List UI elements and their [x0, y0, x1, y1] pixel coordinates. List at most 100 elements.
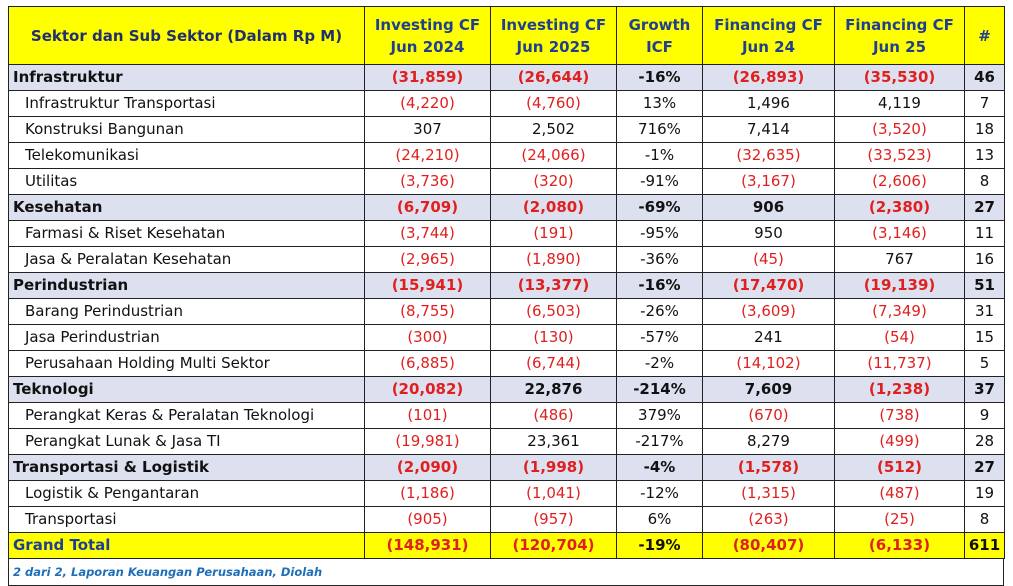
- icf-2024-cell: (19,981): [364, 428, 491, 455]
- icf-2025-cell: (6,503): [490, 298, 617, 325]
- icf-2024-cell: (3,736): [364, 168, 491, 195]
- fcf-24-cell: 950: [702, 220, 835, 247]
- sector-row: Transportasi & Logistik (2,090) (1,998) -4%…: [8, 454, 1005, 481]
- fcf-24-cell: 906: [702, 194, 835, 221]
- fcf-24-cell: (3,167): [702, 168, 835, 195]
- fcf-24-cell: (670): [702, 402, 835, 429]
- fcf-24-cell: (45): [702, 246, 835, 273]
- header-fcf-24-line1: Financing CF: [714, 15, 823, 34]
- growth-cell: -69%: [616, 194, 703, 221]
- fcf-25-cell: 767: [834, 246, 965, 273]
- growth-cell: 13%: [616, 90, 703, 117]
- fcf-24-cell: 241: [702, 324, 835, 351]
- icf-2025-cell: (26,644): [490, 64, 617, 91]
- icf-2025-cell: (120,704): [490, 532, 617, 559]
- sector-name-cell: Kesehatan: [8, 194, 365, 221]
- icf-2024-cell: (6,709): [364, 194, 491, 221]
- sector-name-cell: Teknologi: [8, 376, 365, 403]
- fcf-25-cell: (3,520): [834, 116, 965, 143]
- fcf-25-cell: (3,146): [834, 220, 965, 247]
- icf-2025-cell: (6,744): [490, 350, 617, 377]
- fcf-25-cell: (11,737): [834, 350, 965, 377]
- growth-cell: -16%: [616, 64, 703, 91]
- growth-cell: 716%: [616, 116, 703, 143]
- icf-2024-cell: (6,885): [364, 350, 491, 377]
- count-cell: 15: [964, 324, 1005, 351]
- header-growth-line1: Growth: [628, 15, 691, 34]
- fcf-25-cell: (2,606): [834, 168, 965, 195]
- subsector-row: Transportasi (905) (957) 6% (263) (25) 8: [8, 506, 1005, 533]
- header-icf-2025-line1: Investing CF: [500, 15, 607, 34]
- sector-name-cell: Perangkat Lunak & Jasa TI: [8, 428, 365, 455]
- header-icf-2024-line1: Investing CF: [374, 15, 481, 34]
- growth-cell: -1%: [616, 142, 703, 169]
- count-cell: 37: [964, 376, 1005, 403]
- icf-2025-cell: 2,502: [490, 116, 617, 143]
- fcf-24-cell: (3,609): [702, 298, 835, 325]
- header-fcf-24-line2: Jun 24: [741, 37, 796, 56]
- subsector-row: Perangkat Lunak & Jasa TI (19,981) 23,361-…: [8, 428, 1005, 455]
- subsector-row: Perusahaan Holding Multi Sektor (6,885) (6…: [8, 350, 1005, 377]
- growth-cell: -2%: [616, 350, 703, 377]
- icf-2024-cell: (101): [364, 402, 491, 429]
- fcf-24-cell: 7,414: [702, 116, 835, 143]
- header-icf-2024: Investing CF Jun 2024: [364, 6, 491, 65]
- icf-2024-cell: (24,210): [364, 142, 491, 169]
- icf-2025-cell: 22,876: [490, 376, 617, 403]
- growth-cell: -36%: [616, 246, 703, 273]
- fcf-24-cell: 8,279: [702, 428, 835, 455]
- icf-2025-cell: (1,890): [490, 246, 617, 273]
- icf-2025-cell: (130): [490, 324, 617, 351]
- icf-2024-cell: (3,744): [364, 220, 491, 247]
- growth-cell: -19%: [616, 532, 703, 559]
- count-cell: 9: [964, 402, 1005, 429]
- count-cell: 27: [964, 194, 1005, 221]
- growth-cell: 379%: [616, 402, 703, 429]
- subsector-row: Infrastruktur Transportasi (4,220) (4,760)…: [8, 90, 1005, 117]
- fcf-24-cell: (32,635): [702, 142, 835, 169]
- icf-2025-cell: (24,066): [490, 142, 617, 169]
- icf-2024-cell: 307: [364, 116, 491, 143]
- table-body: Infrastruktur (31,859) (26,644) -16% (26,893…: [8, 64, 1005, 559]
- fcf-25-cell: (512): [834, 454, 965, 481]
- header-growth-line2: ICF: [646, 37, 673, 56]
- sector-name-cell: Logistik & Pengantaran: [8, 480, 365, 507]
- growth-cell: -26%: [616, 298, 703, 325]
- header-fcf-25-line2: Jun 25: [872, 37, 927, 56]
- count-cell: 19: [964, 480, 1005, 507]
- sector-name-cell: Barang Perindustrian: [8, 298, 365, 325]
- header-fcf-25: Financing CF Jun 25: [834, 6, 965, 65]
- icf-2024-cell: (905): [364, 506, 491, 533]
- sector-name-cell: Infrastruktur Transportasi: [8, 90, 365, 117]
- icf-2025-cell: 23,361: [490, 428, 617, 455]
- icf-2025-cell: (957): [490, 506, 617, 533]
- fcf-25-cell: 4,119: [834, 90, 965, 117]
- growth-cell: -217%: [616, 428, 703, 455]
- icf-2024-cell: (20,082): [364, 376, 491, 403]
- subsector-row: Konstruksi Bangunan 307 2,502 716% 7,414 (3,5…: [8, 116, 1005, 143]
- icf-2025-cell: (13,377): [490, 272, 617, 299]
- fcf-25-cell: (25): [834, 506, 965, 533]
- count-cell: 31: [964, 298, 1005, 325]
- growth-cell: -91%: [616, 168, 703, 195]
- sector-name-cell: Jasa Perindustrian: [8, 324, 365, 351]
- subsector-row: Barang Perindustrian (8,755) (6,503) -26% (3…: [8, 298, 1005, 325]
- icf-2025-cell: (1,041): [490, 480, 617, 507]
- fcf-25-cell: (19,139): [834, 272, 965, 299]
- header-fcf-25-line1: Financing CF: [845, 15, 954, 34]
- growth-cell: 6%: [616, 506, 703, 533]
- subsector-row: Perangkat Keras & Peralatan Teknologi (10…: [8, 402, 1005, 429]
- cashflow-table-container: Sektor dan Sub Sektor (Dalam Rp M) Inves…: [8, 6, 1005, 586]
- count-cell: 28: [964, 428, 1005, 455]
- sector-name-cell: Utilitas: [8, 168, 365, 195]
- sector-name-cell: Jasa & Peralatan Kesehatan: [8, 246, 365, 273]
- count-cell: 8: [964, 168, 1005, 195]
- subsector-row: Logistik & Pengantaran (1,186) (1,041) -12%…: [8, 480, 1005, 507]
- sector-name-cell: Transportasi: [8, 506, 365, 533]
- sector-name-cell: Farmasi & Riset Kesehatan: [8, 220, 365, 247]
- sector-row: Teknologi (20,082) 22,876 -214% 7,609 (1,238)…: [8, 376, 1005, 403]
- icf-2024-cell: (2,965): [364, 246, 491, 273]
- cashflow-table: Sektor dan Sub Sektor (Dalam Rp M) Inves…: [8, 6, 1005, 559]
- header-icf-2024-line2: Jun 2024: [390, 37, 465, 56]
- icf-2024-cell: (31,859): [364, 64, 491, 91]
